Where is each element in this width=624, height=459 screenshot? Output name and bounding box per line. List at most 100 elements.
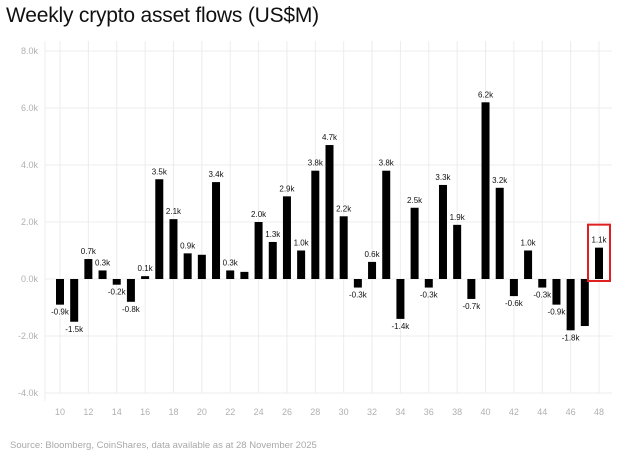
data-label: 6.2k [478,90,494,99]
data-label: -0.9k [51,308,70,317]
data-label: -1.5k [65,325,84,334]
y-tick-label: 4.0k [21,160,39,170]
bar-week-11 [70,279,79,322]
source-note: Source: Bloomberg, CoinShares, data avai… [10,440,317,451]
x-tick-label: 42 [509,407,519,417]
data-label: 0.7k [81,247,97,256]
data-label: 0.9k [180,241,196,250]
bar-week-12 [84,259,93,279]
data-label: -1.8k [562,333,581,342]
bar-week-40 [481,102,490,279]
x-tick-label: 22 [225,407,235,417]
bar-week-14 [112,279,121,285]
y-tick-label: 6.0k [21,103,39,113]
bar-week-22 [226,270,235,279]
data-label: -1.4k [392,322,411,331]
data-label: 2.5k [407,196,423,205]
x-tick-label: 24 [254,407,264,417]
x-tick-label: 26 [282,407,292,417]
bar-week-36 [424,279,433,288]
data-label: -0.2k [108,288,127,297]
x-tick-label: 30 [339,407,349,417]
data-label: 1.3k [265,230,281,239]
data-label: 2.0k [251,210,267,219]
data-label: 1.1k [591,236,607,245]
data-label: 1.0k [521,239,537,248]
x-tick-label: 36 [424,407,434,417]
bar-week-20 [197,254,206,279]
bar-week-41 [495,187,504,279]
y-tick-label: 8.0k [21,46,39,56]
bar-week-35 [410,207,419,279]
bar-week-17 [155,179,164,279]
bar-week-31 [353,279,362,288]
bar-week-37 [438,184,447,279]
data-label: 3.8k [379,159,395,168]
y-tick-label: -4.0k [18,388,39,398]
data-label: -0.3k [420,291,439,300]
bar-week-46 [566,279,575,331]
bar-week-18 [169,219,178,279]
x-tick-label: 18 [168,407,178,417]
data-label: 0.1k [138,264,154,273]
bar-week-19 [183,253,192,279]
data-label: -0.3k [533,291,552,300]
bar-week-44 [538,279,547,288]
data-label: -0.7k [462,302,481,311]
data-label: 0.3k [95,258,111,267]
data-label: 3.4k [208,170,224,179]
y-tick-label: -2.0k [18,331,39,341]
bar-week-48 [595,247,603,279]
data-label: 1.0k [294,239,310,248]
highlight-box [587,223,611,282]
x-tick-label: 34 [395,407,405,417]
bar-week-43 [524,250,533,279]
x-tick-label: 38 [452,407,462,417]
bar-week-39 [467,279,476,299]
bar-week-23 [240,271,249,279]
bar-week-47 [580,279,589,327]
x-tick-label: 16 [140,407,150,417]
bar-week-33 [382,170,391,279]
bar-week-24 [254,222,263,279]
bar-week-26 [282,196,291,279]
data-label: 2.2k [336,204,352,213]
x-tick-label: 48 [594,407,604,417]
x-tick-label: 28 [310,407,320,417]
bar-week-42 [509,279,518,297]
bar-week-45 [552,279,561,305]
bar-week-30 [339,216,348,279]
y-tick-label: 0.0k [21,274,39,284]
x-tick-label: 46 [566,407,576,417]
bar-week-16 [141,276,150,279]
bar-week-13 [98,270,107,279]
data-label: 3.2k [492,176,508,185]
data-label: 0.3k [223,258,239,267]
data-label: 3.3k [435,173,451,182]
y-tick-label: 2.0k [21,217,39,227]
bar-week-15 [126,279,135,302]
x-tick-label: 20 [197,407,207,417]
x-tick-label: 12 [83,407,93,417]
data-label: -0.9k [548,308,567,317]
chart-title: Weekly crypto asset flows (US$M) [6,4,319,27]
bar-week-25 [268,241,277,279]
bar-week-34 [396,279,405,319]
bar-week-38 [453,224,462,279]
data-label: 0.6k [364,250,380,259]
x-tick-label: 44 [537,407,547,417]
x-tick-label: 10 [55,407,65,417]
data-label: -0.6k [505,299,524,308]
bar-week-10 [56,279,64,305]
data-label: 3.8k [308,159,324,168]
x-tick-label: 32 [367,407,377,417]
data-label: 1.9k [450,213,466,222]
bar-week-28 [311,170,320,279]
data-label: 2.1k [166,207,182,216]
bar-week-27 [297,250,306,279]
data-label: 2.9k [279,184,295,193]
bar-week-32 [368,261,377,279]
data-label: -0.8k [122,305,141,314]
bar-week-21 [212,182,221,279]
